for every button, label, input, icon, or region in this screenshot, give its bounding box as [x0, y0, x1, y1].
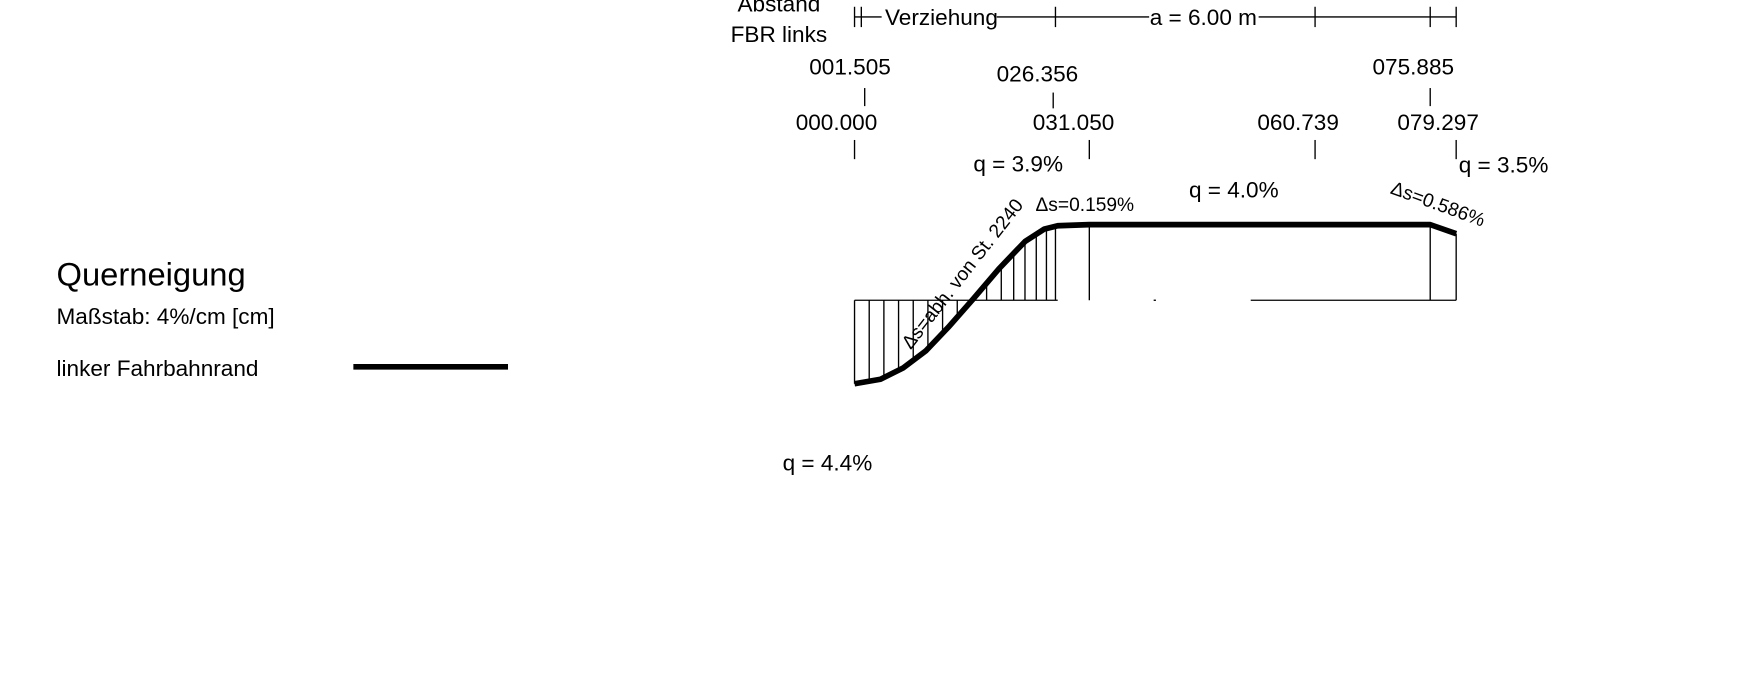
- legend-title: Querneigung: [57, 256, 246, 293]
- dimension-line: [853, 6, 1457, 28]
- spacing-label: a = 6.00 m: [1150, 5, 1257, 30]
- legend-label: linker Fahrbahnrand: [57, 356, 259, 381]
- station: 031.050: [1033, 110, 1115, 135]
- station: 060.739: [1257, 110, 1339, 135]
- station: 000.000: [796, 110, 878, 135]
- slope-label: q = 4.4%: [783, 451, 873, 476]
- edge-label: FBR links: [731, 22, 828, 47]
- station: 075.885: [1372, 54, 1454, 79]
- legend-scale: Maßstab: 4%/cm [cm]: [57, 304, 275, 329]
- cross-slope-line: [854, 221, 1458, 387]
- slope-label: q = 3.5%: [1459, 153, 1549, 178]
- station-ticks: [853, 88, 1457, 160]
- delta-label: Δs=0.159%: [1035, 195, 1134, 216]
- delta-label: Δs=abh. von St. 2240: [898, 195, 1028, 353]
- station: 001.505: [809, 54, 891, 79]
- slope-label: q = 3.9%: [973, 152, 1063, 177]
- transition-label: Verziehung: [885, 5, 998, 30]
- station: 026.356: [997, 61, 1079, 86]
- hatching: [853, 224, 1457, 384]
- slope-label: q = 4.0%: [1189, 178, 1279, 203]
- distance-label: Abstand: [738, 0, 821, 16]
- station: 079.297: [1397, 110, 1479, 135]
